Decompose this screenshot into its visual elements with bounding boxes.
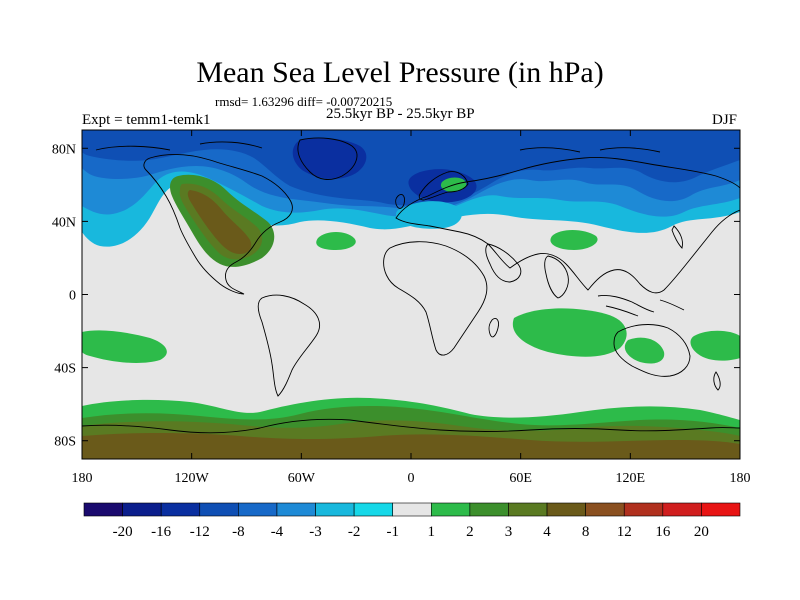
coast-arctic-islands (95, 141, 661, 153)
colorbar-label: -16 (151, 524, 171, 540)
colorbar-swatch (623, 502, 664, 517)
lon-tick-label: 60W (288, 471, 316, 486)
anomaly-green-mideast (550, 230, 598, 250)
coast-indonesia (597, 295, 685, 317)
coast-japan (671, 225, 683, 249)
anomaly-green-australia (624, 337, 665, 364)
anomaly-green-tasman (690, 330, 740, 361)
lon-tick-label: 120W (175, 471, 210, 486)
colorbar-swatch (238, 502, 278, 517)
coast-new-zealand (713, 371, 721, 391)
anomaly-green-indian-ocean (512, 308, 627, 357)
lon-tick-label: 0 (408, 471, 415, 486)
colorbar-swatch (662, 502, 702, 517)
anomaly-north-light-cyan-atl (395, 201, 462, 229)
coast-madagascar (488, 317, 499, 338)
experiment-label: Expt = temm1-temk1 (82, 112, 211, 128)
anomaly-na-brown (187, 190, 252, 254)
colorbar-label: -2 (348, 524, 361, 540)
lon-tick-label: 60E (509, 471, 532, 486)
coast-eurasia (395, 157, 740, 294)
colorbar-swatch (160, 502, 201, 517)
lon-tick-label: 180 (72, 471, 93, 486)
coast-scandinavia (418, 171, 469, 201)
colorbar-label: 8 (582, 524, 590, 540)
colorbar-swatch (353, 502, 394, 517)
colorbar-label: 20 (694, 524, 709, 540)
subtitle: 25.5kyr BP - 25.5kyr BP (326, 106, 475, 122)
colorbar-label: 4 (543, 524, 551, 540)
colorbar-label: 12 (617, 524, 632, 540)
chart-title: Mean Sea Level Pressure (in hPa) (196, 56, 604, 89)
colorbar-swatch (701, 502, 741, 517)
anomaly-north-dark-blue (82, 130, 740, 206)
colorbar: -20 -16 -12 -8 -4 -3 -2 -1 1 2 3 4 8 12 16 20 (83, 502, 741, 540)
coast-south-america (257, 294, 320, 397)
colorbar-swatch (276, 502, 316, 517)
coastlines (82, 137, 740, 434)
colorbar-swatch (430, 502, 471, 517)
colorbar-label: -4 (271, 524, 284, 540)
colorbar-label: 2 (466, 524, 474, 540)
lat-tick-label: 40S (54, 362, 76, 377)
colorbar-swatch (469, 502, 509, 517)
lon-tick-label: 180 (730, 471, 751, 486)
lon-tick-label: 120E (616, 471, 646, 486)
colorbar-swatch (508, 502, 548, 517)
colorbar-label: -8 (232, 524, 245, 540)
stats-line: rmsd= 1.63296 diff= -0.00720215 (215, 94, 393, 109)
colorbar-swatch (546, 502, 586, 517)
coast-india (544, 255, 569, 299)
colorbar-swatch (392, 502, 432, 517)
pressure-field (82, 130, 740, 459)
coast-australia (613, 324, 691, 377)
colorbar-label: 1 (428, 524, 436, 540)
lat-tick-label: 40N (52, 215, 76, 230)
lat-tick-label: 80N (52, 142, 76, 157)
season-label: DJF (712, 112, 738, 128)
colorbar-swatch (199, 502, 239, 517)
anomaly-green-north-atlantic (316, 232, 356, 250)
coast-british-isles (395, 193, 405, 209)
coast-antarctica (82, 418, 740, 434)
colorbar-label: 16 (655, 524, 671, 540)
coast-north-america (143, 153, 293, 295)
coast-greenland (297, 137, 358, 180)
lat-tick-label: 0 (69, 289, 76, 304)
colorbar-swatch (122, 502, 162, 517)
coast-arabia (485, 243, 522, 283)
colorbar-label: -3 (309, 524, 322, 540)
colorbar-label: -12 (190, 524, 210, 540)
anomaly-south-brown (82, 433, 740, 459)
anomaly-green-south-pacific (82, 330, 167, 363)
colorbar-swatch (315, 502, 355, 517)
colorbar-swatch (83, 502, 123, 517)
latitude-axis: 80N 40N 0 40S 80S (52, 142, 740, 450)
colorbar-label: 3 (505, 524, 513, 540)
anomaly-north-deep-blue (292, 138, 367, 179)
lat-tick-label: 80S (54, 435, 76, 450)
colorbar-label: -1 (386, 524, 399, 540)
colorbar-swatch (585, 502, 625, 517)
colorbar-label: -20 (113, 524, 133, 540)
longitude-axis: 180 120W 60W 0 60E 120E 180 (72, 130, 751, 486)
coast-africa (383, 241, 488, 356)
